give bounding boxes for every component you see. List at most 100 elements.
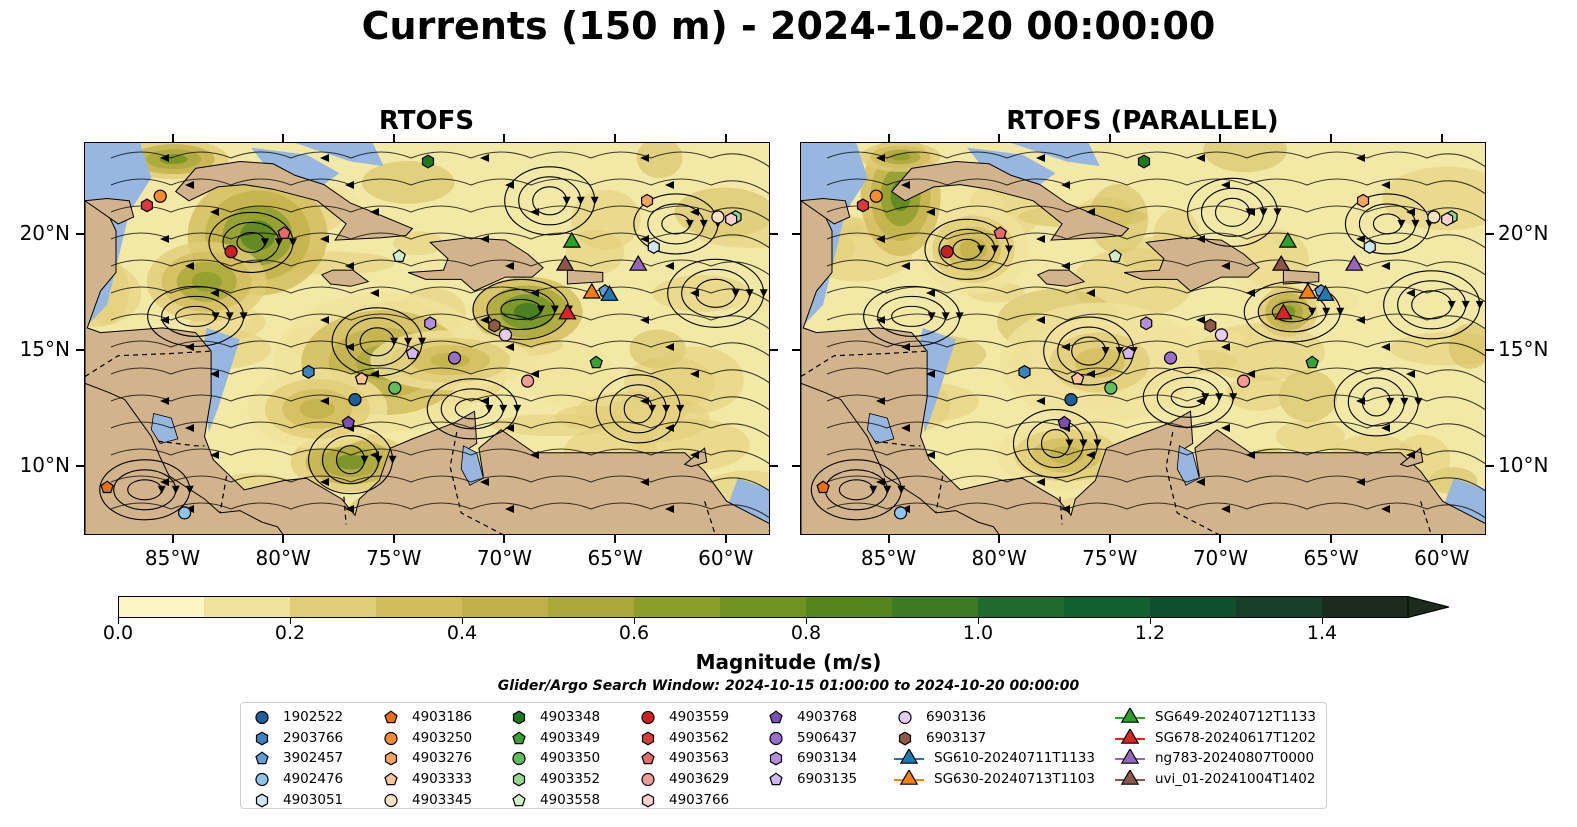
legend-label: 4903563 <box>669 750 730 767</box>
legend-marker-hexagon <box>255 793 269 808</box>
streamline-path <box>110 178 769 195</box>
legend-marker-pentagon <box>384 772 398 786</box>
streamline-arrow <box>926 208 935 216</box>
streamline-path <box>826 421 1485 438</box>
streamline-arrow <box>505 505 514 513</box>
streamline-arrow <box>1461 300 1470 309</box>
lon-tick-label: 60°W <box>1414 546 1470 570</box>
streamline-arrow <box>210 451 219 459</box>
marker-SG630-20240713T1103 <box>1298 282 1317 299</box>
legend-entry: 2903766 <box>251 728 343 749</box>
legend-entry: 4903629 <box>637 769 729 790</box>
streamline-arrow <box>927 312 936 321</box>
streamline-arrow <box>1221 262 1230 270</box>
colorbar-bin <box>892 596 979 618</box>
legend-column: SG649-20240712T1133 SG678-20240617T1202 ng… <box>1115 707 1316 789</box>
speed-patch <box>652 275 751 312</box>
streamline-arrow <box>345 262 354 270</box>
colorbar-bin <box>978 596 1065 618</box>
legend-marker-circle <box>384 731 398 745</box>
streamline-arrow <box>388 455 397 464</box>
streamline-arrow <box>1086 370 1095 378</box>
marker-6903135 <box>1121 346 1136 360</box>
legend-symbol <box>255 731 269 746</box>
colorbar-frame <box>118 596 1409 618</box>
streamline-path <box>110 367 769 384</box>
streamline-arrow <box>1273 208 1282 217</box>
streamline-arrow <box>690 208 699 216</box>
marker-uvi_01-20241004T1402 <box>1271 254 1291 271</box>
streamline-path <box>826 313 1485 330</box>
streamline-path <box>826 286 1485 303</box>
land-yucatanTop <box>85 197 135 225</box>
legend-entry: 4903276 <box>380 748 472 769</box>
marker-4903349 <box>1305 355 1319 369</box>
legend-entry: SG610-20240711T1133 <box>894 748 1095 769</box>
legend-marker-hexagon <box>769 751 783 766</box>
legend-entry: 6903135 <box>765 769 857 790</box>
streamline-arrow <box>505 424 514 432</box>
streamline-arrow <box>1086 451 1095 459</box>
marker-5906437 <box>1163 351 1178 365</box>
axis-tick-mark <box>614 535 617 543</box>
legend-marker-circle <box>255 772 269 787</box>
streamline-arrow <box>1246 289 1255 297</box>
country-border <box>343 496 347 525</box>
streamline-arrow <box>1356 316 1365 324</box>
legend-marker-hexagon <box>898 731 912 746</box>
lon-tick-label: 75°W <box>366 546 422 570</box>
legend-entry: 4903345 <box>380 789 472 810</box>
streamline-arrow <box>1221 343 1230 351</box>
marker-4903345 <box>711 210 725 224</box>
legend-label: 4903186 <box>412 709 473 726</box>
streamline-arrow <box>404 337 413 346</box>
axis-tick-mark <box>792 349 800 352</box>
legend-entry: SG678-20240617T1202 <box>1115 728 1316 749</box>
streamline-arrow <box>901 181 910 189</box>
streamline-arrow <box>1356 478 1365 486</box>
streamline-arrow <box>1036 397 1045 405</box>
axis-tick-mark <box>282 134 285 142</box>
streamline-path <box>826 448 1485 465</box>
lon-tick-label: 85°W <box>144 546 201 570</box>
legend-entry: 4903563 <box>637 748 729 769</box>
speed-patch <box>649 346 744 414</box>
marker-6903134 <box>424 316 437 331</box>
marker-4903348 <box>421 154 435 169</box>
legend-symbol <box>769 731 783 745</box>
legend-marker-pentagon <box>255 751 269 765</box>
legend-marker-pentagon <box>512 731 526 745</box>
country-border <box>219 475 228 514</box>
lat-tick-label: 20°N <box>1498 221 1549 246</box>
colorbar-tick-mark <box>117 618 119 624</box>
map-panel-rtofs[interactable] <box>84 142 770 535</box>
streamline-arrow <box>370 289 379 297</box>
colorbar-tick-mark <box>977 618 979 624</box>
legend-label: 4903350 <box>540 750 601 767</box>
streamline-arrow <box>976 245 985 254</box>
streamline-arrow <box>160 235 169 243</box>
colorbar-bin <box>1064 596 1151 618</box>
land-cuba <box>174 160 414 241</box>
colorbar-tick-label: 0.6 <box>618 622 650 644</box>
marker-4903345 <box>1427 210 1441 224</box>
streamline-arrow <box>260 238 269 247</box>
marker-4903276 <box>1356 193 1370 208</box>
streamline-arrow <box>1221 424 1230 432</box>
legend-symbol <box>894 749 924 765</box>
legend-symbol <box>641 751 655 765</box>
streamline-arrow <box>876 154 885 162</box>
legend-label: 4903051 <box>283 791 344 808</box>
legend-symbol <box>1115 770 1145 785</box>
legend-column: 4903186 4903250 4903276 4903333 4903345 <box>380 707 472 810</box>
lon-tick-label: 70°W <box>476 546 533 570</box>
marker-4903629 <box>520 374 535 388</box>
speed-core <box>959 238 988 261</box>
streamline-path <box>826 367 1485 384</box>
axis-tick-mark <box>792 233 800 236</box>
streamline-arrow <box>897 485 906 494</box>
map-panel-rtofs-parallel[interactable] <box>800 142 1486 535</box>
legend-label: 4903276 <box>412 750 473 767</box>
legend-symbol <box>255 711 269 725</box>
marker-4902476 <box>177 506 192 520</box>
